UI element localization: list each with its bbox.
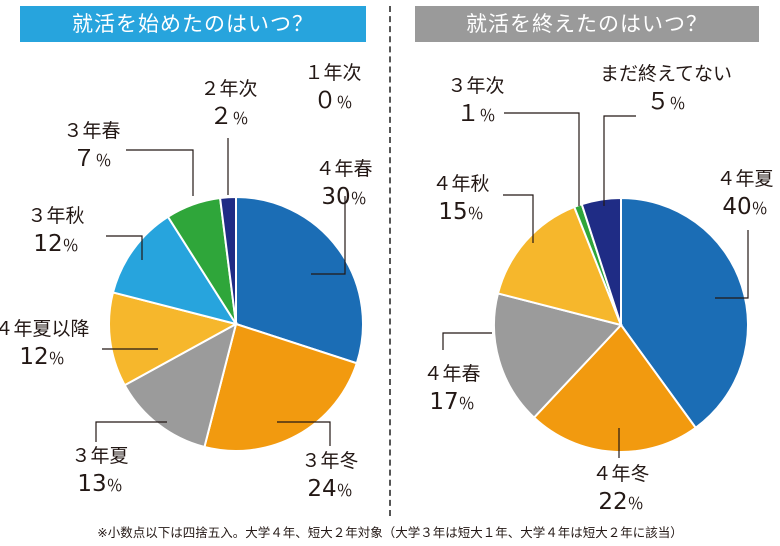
leader-line [277, 421, 331, 446]
slice-label: ４年秋 [432, 173, 489, 195]
slice-label: ４年春 [423, 363, 480, 385]
slice-label: ２年次 [200, 78, 257, 100]
slice-label: ３年夏 [71, 445, 128, 467]
pie-chart-end: ４年夏 40％ ４年冬 22％ ４年春 17％ ４年秋 15％ ３年次 １％ まだ終えてない ５％ [423, 63, 773, 515]
panel-divider [389, 6, 391, 516]
pie-slice [108, 291, 239, 387]
slice-label: ３年冬 [301, 450, 358, 472]
chart-title-start: 就活を始めたのはいつ？ [20, 6, 366, 42]
slice-value: 12％ [33, 231, 78, 257]
slice-label: ４年夏 [716, 168, 773, 190]
pie-slice [532, 323, 698, 453]
leader-line [603, 115, 636, 206]
slice-label: ３年春 [63, 120, 120, 142]
leader-line [106, 235, 143, 260]
pie-slice [235, 195, 364, 365]
leader-line [504, 112, 580, 206]
slice-label: ３年次 [447, 75, 504, 97]
slice-label: まだ終えてない [600, 63, 732, 85]
slice-value: 30％ [321, 184, 366, 210]
slice-value: 22％ [598, 489, 643, 515]
slice-label: ４年夏以降 [0, 318, 90, 340]
slice-value: ５％ [646, 89, 685, 115]
slice-value: １％ [456, 101, 495, 127]
slice-label: ３年秋 [27, 205, 84, 227]
slice-label: ４年冬 [592, 463, 649, 485]
slice-label: １年次 [304, 62, 361, 84]
leader-line [503, 194, 534, 243]
footnote: ※小数点以下は四捨五入。大学４年、短大２年対象（大学３年は短大１年、大学４年は短… [97, 525, 683, 540]
leader-line [311, 196, 346, 275]
slice-value: 17％ [429, 389, 474, 415]
slice-value: ７％ [72, 146, 111, 172]
pie-slice [496, 205, 623, 327]
slice-value: ０％ [313, 88, 352, 114]
leader-line [95, 421, 167, 442]
slice-value: 13％ [77, 471, 122, 497]
slice-value: ２％ [209, 104, 248, 130]
leader-line [126, 149, 194, 196]
pie-slice [580, 196, 622, 326]
leader-line [715, 230, 749, 299]
pie-slice [620, 196, 749, 430]
slice-value: 24％ [307, 476, 352, 502]
chart-title-end: 就活を終えたのはいつ？ [415, 6, 759, 42]
pie-slice [493, 292, 623, 419]
pie-slice [218, 195, 237, 325]
leader-line [442, 332, 492, 350]
slice-value: 40％ [722, 194, 767, 220]
slice-value: 15％ [438, 199, 483, 225]
pie-chart-start: ４年春 30％ ３年冬 24％ ３年夏 13％ ４年夏以降 12％ ３年秋 12％ ３年春 ７％ ２年次… [0, 62, 373, 502]
pie-slice [203, 322, 359, 452]
slice-label: ４年春 [315, 158, 372, 180]
pie-slice [123, 322, 238, 449]
pie-slice [111, 215, 239, 326]
slice-value: 12％ [19, 344, 64, 370]
